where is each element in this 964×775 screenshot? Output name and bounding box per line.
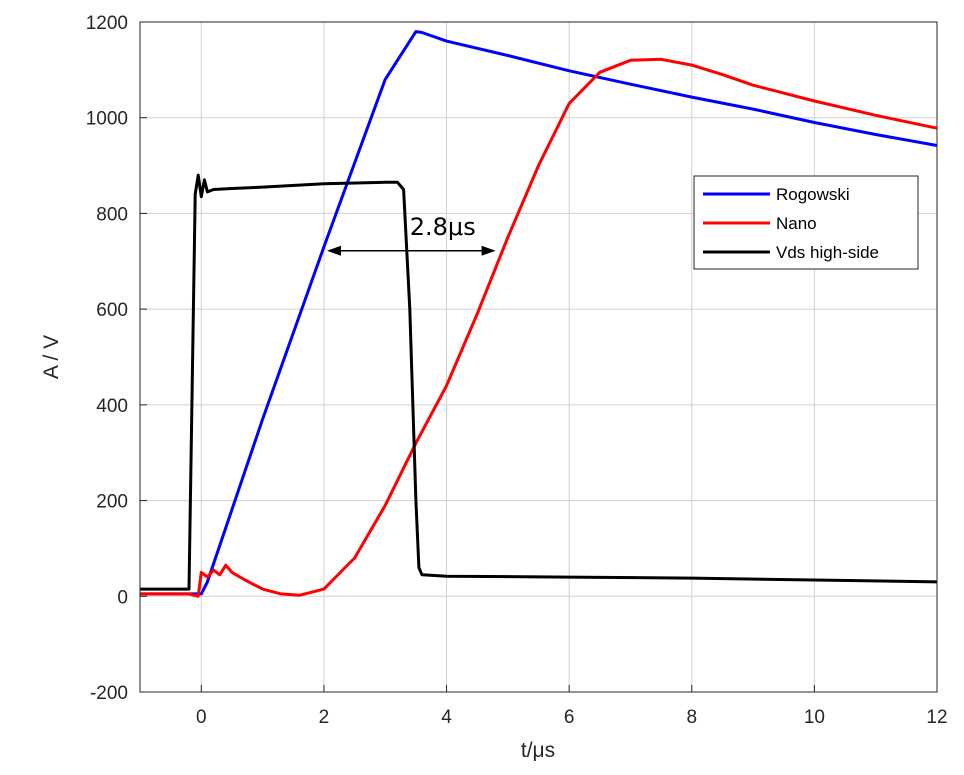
y-tick-label: 400 xyxy=(96,396,128,417)
x-tick-label: 6 xyxy=(564,707,575,728)
series-line-0 xyxy=(140,30,938,596)
legend: Rogowski Nano Vds high-side xyxy=(693,175,919,270)
x-tick-label: 2 xyxy=(319,707,330,728)
x-tick-label: 0 xyxy=(196,707,207,728)
y-tick-label: 1000 xyxy=(86,109,128,130)
legend-label-1: Nano xyxy=(776,214,817,233)
series-line-2 xyxy=(140,173,938,591)
plot-frame xyxy=(139,21,938,693)
x-tick-label: 8 xyxy=(686,707,697,728)
annotation: 2.8μs xyxy=(326,213,496,256)
legend-label-2: Vds high-side xyxy=(776,243,879,262)
y-tick-label: 600 xyxy=(96,300,128,321)
series-line-1 xyxy=(140,57,938,598)
legend-label-0: Rogowski xyxy=(776,185,850,204)
y-tick-label: 800 xyxy=(96,204,128,225)
series-lines xyxy=(140,30,938,598)
y-tick-label: 200 xyxy=(96,492,128,513)
x-tick-label: 12 xyxy=(926,707,947,728)
y-axis-label: A / V xyxy=(40,335,63,379)
x-tick-label: 4 xyxy=(441,707,452,728)
y-tick-label: -200 xyxy=(90,683,128,704)
x-tick-label: 10 xyxy=(804,707,825,728)
annotation-arrowhead-left xyxy=(326,245,341,256)
y-tick-label: 0 xyxy=(117,587,128,608)
tick-labels: 0 2 4 6 8 10 12 -200 0 200 400 600 800 1000 1200 xyxy=(86,13,948,728)
x-axis-label: t/μs xyxy=(521,739,555,762)
annotation-label: 2.8μs xyxy=(410,213,476,241)
annotation-arrowhead-right xyxy=(481,245,496,256)
y-tick-label: 1200 xyxy=(86,13,128,34)
